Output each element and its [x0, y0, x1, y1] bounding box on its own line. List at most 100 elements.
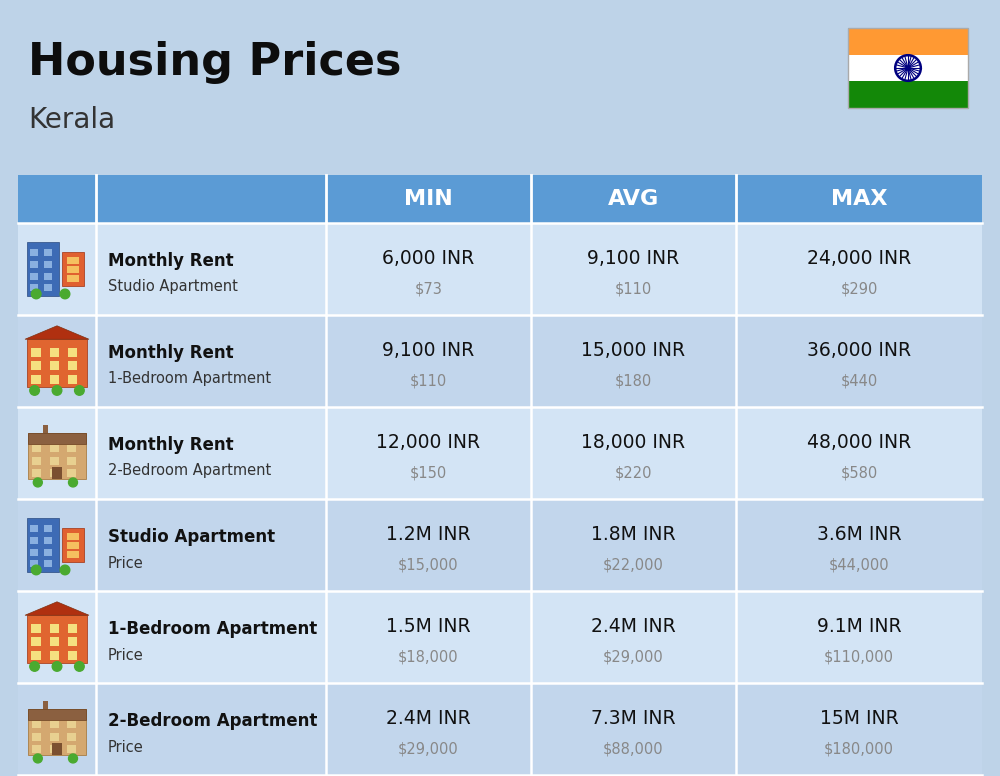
Bar [18, 499, 982, 591]
Bar [848, 54, 968, 81]
Text: 1.5M INR: 1.5M INR [386, 618, 471, 636]
Bar [31, 651, 41, 660]
Bar [67, 733, 76, 740]
Circle shape [33, 478, 42, 487]
Text: 2.4M INR: 2.4M INR [386, 709, 471, 729]
Bar [50, 745, 59, 753]
Text: $44,000: $44,000 [829, 557, 889, 573]
Bar [30, 261, 38, 268]
Text: 2-Bedroom Apartment: 2-Bedroom Apartment [108, 712, 317, 730]
Circle shape [52, 662, 62, 671]
Bar [27, 339, 87, 387]
Text: $88,000: $88,000 [603, 742, 664, 757]
Bar [44, 525, 52, 532]
Bar [62, 252, 84, 286]
Bar [44, 261, 52, 268]
Text: $580: $580 [840, 466, 878, 480]
Bar [28, 433, 86, 480]
Bar [67, 445, 76, 452]
Text: $29,000: $29,000 [603, 650, 664, 664]
Text: $180,000: $180,000 [824, 742, 894, 757]
Text: 18,000 INR: 18,000 INR [581, 434, 686, 452]
Text: 3.6M INR: 3.6M INR [817, 525, 901, 545]
Bar [50, 733, 59, 740]
Text: $110: $110 [615, 282, 652, 296]
Bar [848, 81, 968, 108]
Polygon shape [25, 602, 89, 615]
Text: Monthly Rent: Monthly Rent [108, 252, 234, 270]
Circle shape [31, 565, 41, 575]
Bar [62, 528, 84, 562]
Bar [50, 637, 59, 646]
Text: 1.8M INR: 1.8M INR [591, 525, 676, 545]
Bar [32, 469, 41, 476]
Text: $220: $220 [615, 466, 652, 480]
Circle shape [33, 754, 42, 763]
Text: $290: $290 [840, 282, 878, 296]
Bar [68, 637, 77, 646]
Bar [50, 651, 59, 660]
Bar [52, 743, 62, 755]
Bar [67, 552, 79, 558]
Text: Monthly Rent: Monthly Rent [108, 344, 234, 362]
Bar [50, 457, 59, 465]
Text: Studio Apartment: Studio Apartment [108, 528, 275, 546]
Bar [67, 745, 76, 753]
Text: 15,000 INR: 15,000 INR [581, 341, 686, 361]
Bar [28, 433, 86, 444]
Bar [30, 560, 38, 567]
Circle shape [52, 386, 62, 395]
Bar [30, 284, 38, 292]
Bar [43, 701, 48, 708]
Text: 9.1M INR: 9.1M INR [817, 618, 901, 636]
Bar [50, 624, 59, 632]
Bar [67, 258, 79, 264]
Bar [50, 375, 59, 384]
Text: 15M INR: 15M INR [820, 709, 898, 729]
Text: $150: $150 [410, 466, 447, 480]
Circle shape [69, 754, 77, 763]
Circle shape [75, 386, 84, 395]
Bar [28, 708, 86, 720]
Text: 24,000 INR: 24,000 INR [807, 250, 911, 268]
Bar [68, 651, 77, 660]
Bar [50, 445, 59, 452]
Text: $180: $180 [615, 373, 652, 389]
Bar [30, 272, 38, 279]
Bar [31, 348, 41, 356]
Bar [32, 457, 41, 465]
Text: 9,100 INR: 9,100 INR [382, 341, 475, 361]
Text: $18,000: $18,000 [398, 650, 459, 664]
Circle shape [60, 565, 70, 575]
Text: 36,000 INR: 36,000 INR [807, 341, 911, 361]
Bar [18, 683, 982, 775]
Bar [31, 375, 41, 384]
Text: Studio Apartment: Studio Apartment [108, 279, 238, 295]
Bar [31, 624, 41, 632]
Bar [848, 28, 968, 54]
Bar [67, 542, 79, 549]
Bar [44, 272, 52, 279]
Text: 48,000 INR: 48,000 INR [807, 434, 911, 452]
Bar [32, 445, 41, 452]
Text: $110,000: $110,000 [824, 650, 894, 664]
Text: Kerala: Kerala [28, 106, 115, 134]
Text: 9,100 INR: 9,100 INR [587, 250, 680, 268]
Bar [67, 275, 79, 282]
Text: 7.3M INR: 7.3M INR [591, 709, 676, 729]
Text: 2.4M INR: 2.4M INR [591, 618, 676, 636]
Bar [27, 242, 59, 296]
Bar [68, 375, 77, 384]
Bar [50, 721, 59, 729]
Bar [30, 249, 38, 256]
Bar [43, 424, 48, 433]
Text: $15,000: $15,000 [398, 557, 459, 573]
Circle shape [60, 289, 70, 299]
Bar [18, 175, 982, 223]
Text: Housing Prices: Housing Prices [28, 40, 402, 84]
Bar [18, 223, 982, 315]
Text: 1-Bedroom Apartment: 1-Bedroom Apartment [108, 620, 317, 638]
Text: $110: $110 [410, 373, 447, 389]
Text: 2-Bedroom Apartment: 2-Bedroom Apartment [108, 463, 271, 479]
Text: Price: Price [108, 556, 144, 570]
